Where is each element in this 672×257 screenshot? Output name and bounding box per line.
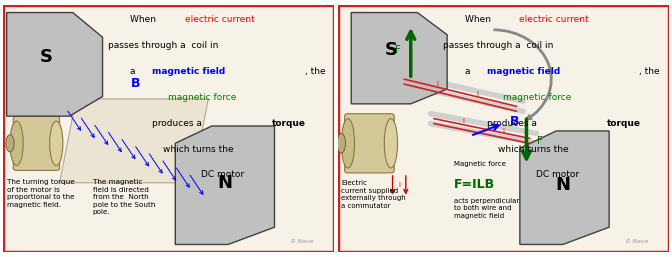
- Text: produces a: produces a: [152, 119, 205, 128]
- Text: magnetic field: magnetic field: [487, 67, 560, 76]
- Text: magnetic force: magnetic force: [169, 93, 237, 102]
- Text: R Nave: R Nave: [626, 240, 648, 244]
- Text: magnetic force: magnetic force: [503, 93, 571, 102]
- Text: passes through a  coil in: passes through a coil in: [108, 41, 218, 50]
- Text: magnetic field: magnetic field: [152, 67, 225, 76]
- Text: S: S: [40, 48, 53, 66]
- Polygon shape: [7, 13, 103, 116]
- Text: F=ILB: F=ILB: [454, 178, 495, 191]
- Text: B: B: [131, 77, 140, 90]
- Text: which turns the: which turns the: [163, 144, 233, 153]
- Text: N: N: [555, 176, 571, 194]
- Text: I: I: [398, 182, 401, 188]
- Polygon shape: [520, 131, 609, 244]
- Text: Magnetic force: Magnetic force: [454, 161, 505, 167]
- Text: F: F: [537, 136, 542, 146]
- Text: electric current: electric current: [185, 15, 254, 24]
- Ellipse shape: [337, 133, 345, 153]
- Text: I: I: [476, 91, 478, 97]
- Text: , the: , the: [639, 67, 660, 76]
- Polygon shape: [60, 99, 208, 183]
- Text: I: I: [503, 128, 504, 134]
- Text: Electric
current supplied
externally through
a commutator: Electric current supplied externally thr…: [341, 180, 406, 209]
- Text: , the: , the: [304, 67, 325, 76]
- Text: DC motor: DC motor: [536, 170, 579, 179]
- Text: a: a: [465, 67, 473, 76]
- FancyBboxPatch shape: [345, 114, 394, 173]
- Text: which turns the: which turns the: [497, 144, 568, 153]
- Ellipse shape: [10, 121, 24, 166]
- Text: When: When: [130, 15, 159, 24]
- Text: passes through a  coil in: passes through a coil in: [443, 41, 553, 50]
- Text: DC motor: DC motor: [201, 170, 244, 179]
- Polygon shape: [175, 126, 274, 244]
- Text: The magnetic
field is directed
from the  North
pole to the South
pole.: The magnetic field is directed from the …: [93, 179, 155, 215]
- Polygon shape: [351, 13, 447, 104]
- Ellipse shape: [384, 119, 398, 168]
- Ellipse shape: [6, 135, 14, 152]
- Text: B: B: [510, 115, 519, 127]
- Text: torque: torque: [607, 119, 640, 128]
- Text: produces a: produces a: [487, 119, 540, 128]
- Ellipse shape: [341, 119, 355, 168]
- Text: I: I: [462, 118, 464, 124]
- FancyBboxPatch shape: [3, 5, 334, 252]
- Text: R Nave: R Nave: [291, 240, 314, 244]
- Ellipse shape: [50, 121, 63, 166]
- Text: S: S: [384, 41, 397, 59]
- Text: N: N: [217, 174, 233, 192]
- Text: I: I: [436, 81, 438, 87]
- Text: acts perpendicular
to both wire and
magnetic field: acts perpendicular to both wire and magn…: [454, 198, 519, 219]
- Text: When: When: [465, 15, 494, 24]
- Text: The turning torque
of the motor is
proportional to the
magnetic field.: The turning torque of the motor is propo…: [7, 179, 75, 208]
- Text: F: F: [394, 44, 401, 54]
- FancyBboxPatch shape: [13, 116, 60, 170]
- Text: torque: torque: [272, 119, 306, 128]
- Text: electric current: electric current: [519, 15, 589, 24]
- Text: a: a: [130, 67, 138, 76]
- FancyBboxPatch shape: [338, 5, 669, 252]
